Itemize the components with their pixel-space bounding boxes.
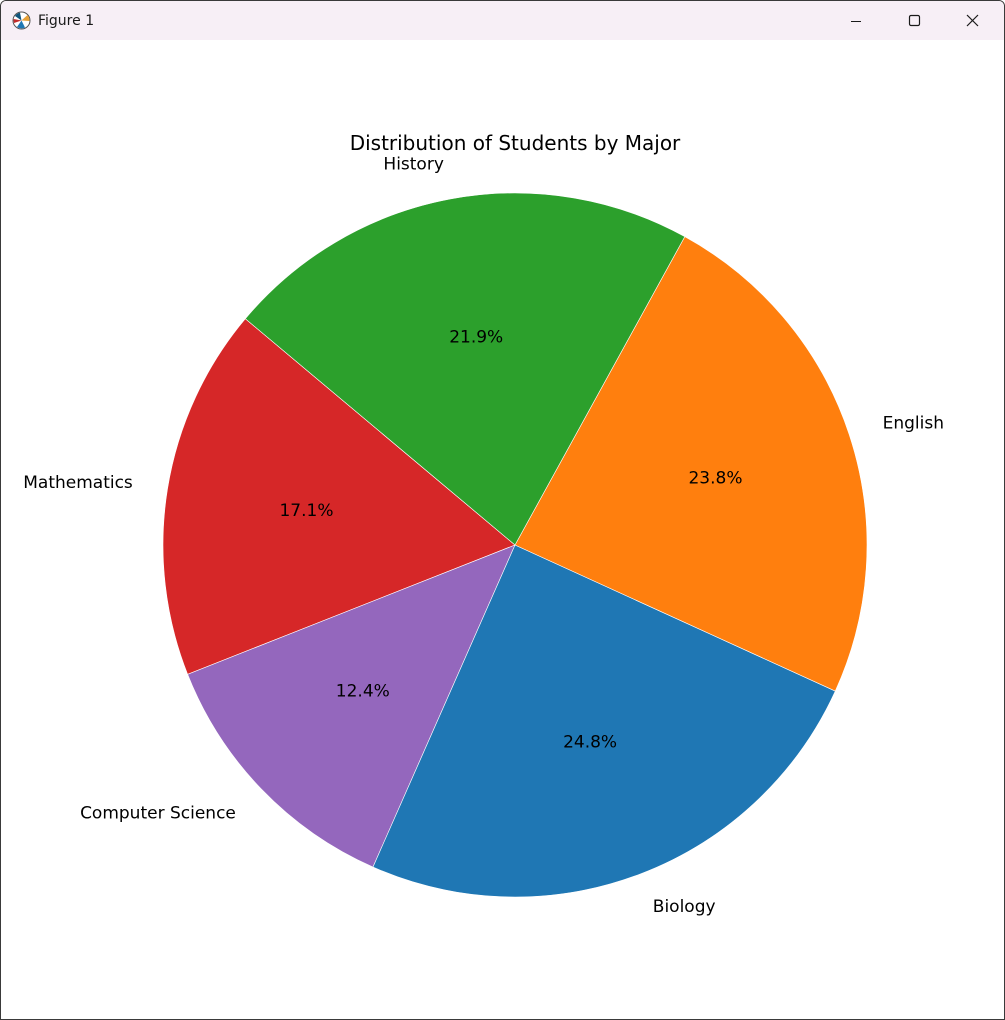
matplotlib-figure-icon xyxy=(12,11,31,30)
pie-labels: 17.1% Mathematics 12.4% Computer Science 24.… xyxy=(23,154,944,917)
pie-pct-label: 17.1% xyxy=(279,501,333,521)
window-title: Figure 1 xyxy=(38,13,95,29)
pie-category-label: Biology xyxy=(653,897,716,917)
pie-pct-label: 24.8% xyxy=(563,732,617,752)
pie-slice-history xyxy=(244,192,686,546)
pie-slice-english xyxy=(514,236,868,692)
figure-canvas: Distribution of Students by Major 17.1% M… xyxy=(23,131,944,917)
pie-category-label: Mathematics xyxy=(23,473,133,493)
minimize-button[interactable] xyxy=(827,1,885,40)
maximize-button[interactable] xyxy=(885,1,943,40)
pie-slice-mathematics xyxy=(162,318,516,675)
pie-category-label: History xyxy=(383,154,443,174)
pie-slice-biology xyxy=(372,544,836,898)
pie-slices xyxy=(162,192,868,898)
minimize-icon xyxy=(851,20,861,22)
maximize-icon xyxy=(908,14,920,27)
pie-category-label: English xyxy=(883,413,944,433)
close-button[interactable] xyxy=(943,1,1001,40)
pie-category-label: Computer Science xyxy=(80,803,236,823)
title-bar[interactable]: Figure 1 xyxy=(1,1,1004,40)
chart-title: Distribution of Students by Major xyxy=(350,131,681,155)
pie-pct-label: 12.4% xyxy=(336,681,390,701)
pie-pct-label: 21.9% xyxy=(449,327,503,347)
pie-pct-label: 23.8% xyxy=(688,469,742,489)
close-icon xyxy=(966,14,978,27)
pie-slice-computer-science xyxy=(187,544,516,868)
